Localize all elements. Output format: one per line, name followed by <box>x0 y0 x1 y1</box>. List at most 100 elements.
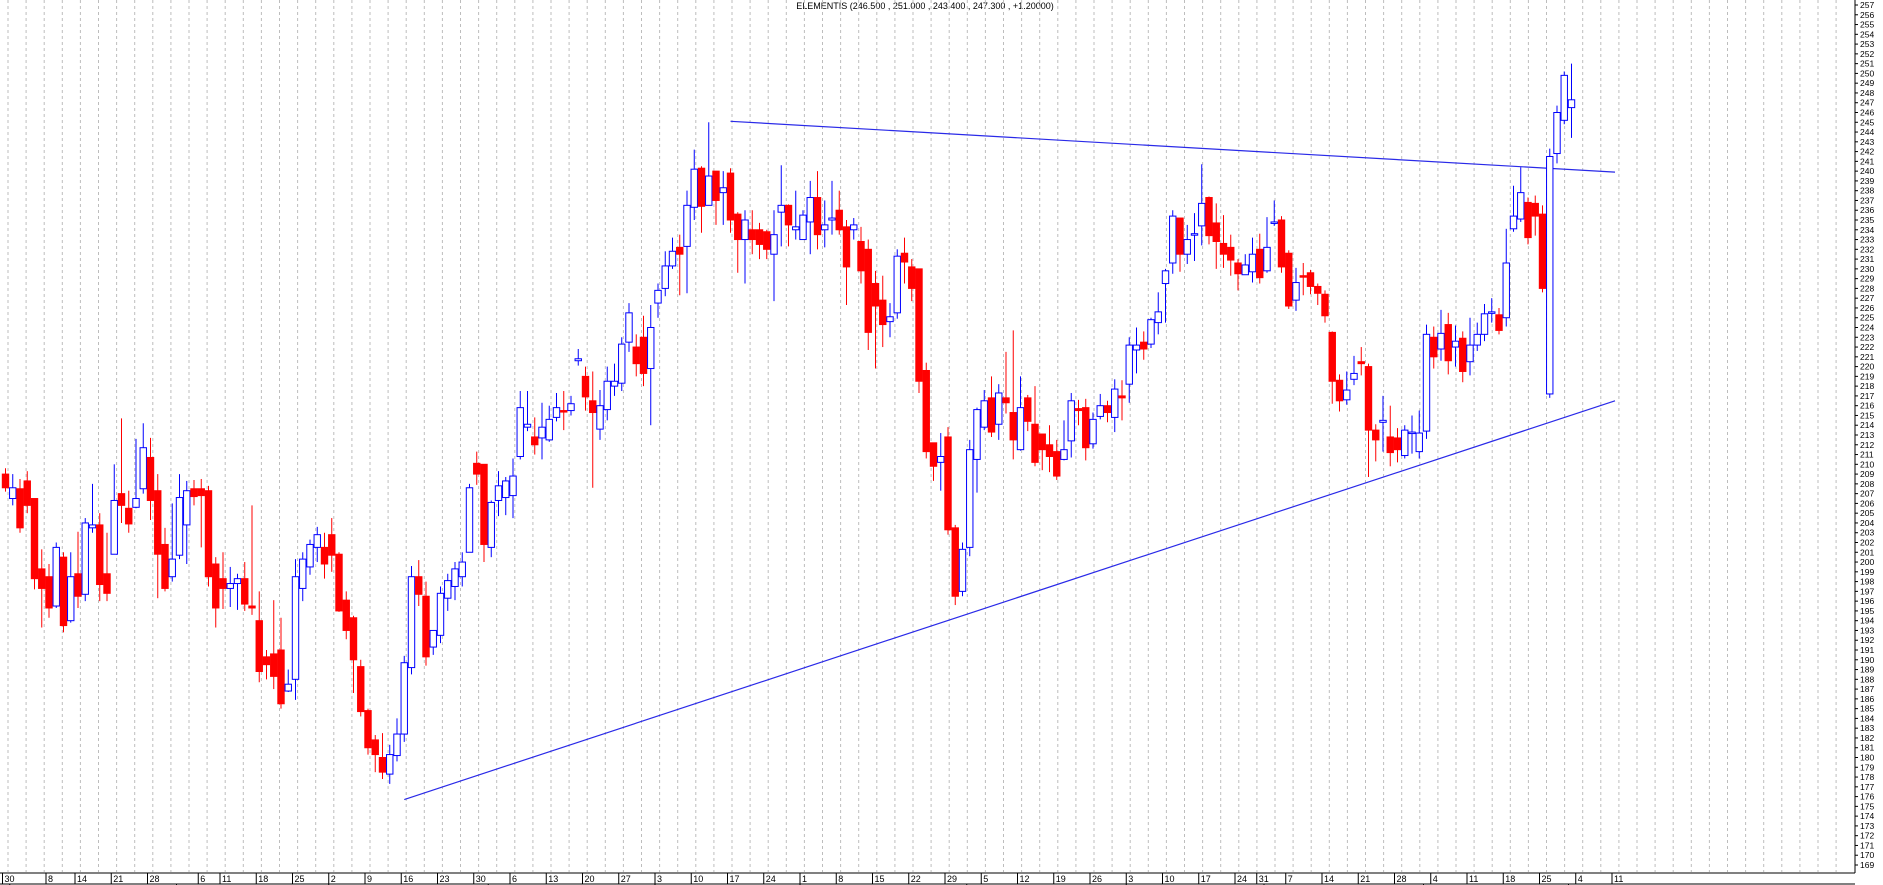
candle-body <box>241 578 249 605</box>
candle <box>1190 213 1199 262</box>
y-tick-label: 232 <box>1860 244 1874 254</box>
candle <box>226 566 234 607</box>
candle <box>1328 331 1336 404</box>
candle <box>1415 410 1423 459</box>
candle-body <box>74 573 82 597</box>
candle-body <box>1169 215 1177 264</box>
candle-body <box>96 524 104 586</box>
candle-body <box>1350 372 1358 380</box>
candle <box>1292 267 1300 311</box>
candle <box>480 463 488 563</box>
candle <box>835 190 843 235</box>
y-tick-label: 237 <box>1860 195 1874 205</box>
y-tick-label: 181 <box>1860 743 1874 753</box>
candle <box>378 733 387 779</box>
candle <box>726 168 735 233</box>
y-tick-label: 202 <box>1860 538 1874 548</box>
candle-body <box>23 480 31 506</box>
candle <box>1125 337 1133 403</box>
x-tick-label: 20 <box>585 874 595 884</box>
candle <box>929 442 938 481</box>
candle <box>1147 317 1155 349</box>
candle <box>1299 263 1307 296</box>
candle-body <box>1198 202 1206 227</box>
candle-body <box>1140 341 1148 350</box>
y-tick-label: 185 <box>1860 704 1874 714</box>
y-tick-label: 211 <box>1860 450 1874 460</box>
candle-body <box>1314 285 1322 294</box>
candle <box>1103 400 1112 423</box>
y-tick-label: 245 <box>1860 117 1874 127</box>
candle <box>908 259 916 302</box>
candle <box>110 464 118 555</box>
candle-body <box>81 522 89 595</box>
candle-body <box>879 299 887 326</box>
candle <box>262 650 271 680</box>
candle-body <box>219 578 227 589</box>
x-tick-label: 9 <box>367 874 372 884</box>
candle-body <box>1444 324 1452 362</box>
candle <box>1031 386 1039 467</box>
y-tick-label: 214 <box>1860 420 1874 430</box>
candle <box>1364 363 1373 478</box>
candle <box>1422 324 1431 439</box>
candle-body <box>1430 336 1438 358</box>
candle-body <box>618 343 626 384</box>
candle-body <box>850 224 858 231</box>
y-tick-label: 178 <box>1860 772 1874 782</box>
candle <box>625 303 633 352</box>
candle <box>966 439 974 557</box>
candle <box>219 552 227 609</box>
candle <box>45 564 53 618</box>
candle-body <box>88 524 97 529</box>
candle <box>661 251 669 297</box>
candle-body <box>400 662 408 735</box>
candle-body <box>1060 449 1068 460</box>
candle <box>306 539 314 575</box>
candle-body <box>799 214 807 241</box>
candle <box>1241 254 1249 276</box>
candle <box>204 485 213 587</box>
candle-body <box>1132 344 1141 351</box>
y-tick-label: 175 <box>1860 801 1874 811</box>
candle-body <box>792 226 800 231</box>
candle <box>328 518 336 572</box>
candle <box>770 210 778 302</box>
y-tick-label: 246 <box>1860 108 1874 118</box>
candle <box>1263 217 1271 273</box>
candle-body <box>828 217 836 221</box>
candle-body <box>1451 340 1460 348</box>
x-tick-label: 10 <box>1165 874 1175 884</box>
y-tick-label: 244 <box>1860 127 1874 137</box>
candle <box>1096 393 1104 420</box>
candle-body <box>690 168 698 208</box>
candle <box>175 474 184 560</box>
candle <box>161 527 169 592</box>
candle-body <box>784 204 793 226</box>
candle-body <box>1531 202 1539 217</box>
candle-body <box>422 595 430 658</box>
candle-body <box>770 234 778 255</box>
candle-body <box>132 498 140 508</box>
candle-body <box>625 312 633 343</box>
x-tick-label: 29 <box>947 874 957 884</box>
candle <box>458 552 466 587</box>
candle <box>1154 292 1162 335</box>
candle-body <box>154 490 162 555</box>
candle <box>313 526 321 563</box>
y-tick-label: 215 <box>1860 410 1874 420</box>
candle-body <box>1147 319 1155 345</box>
candle <box>1357 347 1365 376</box>
candle-body <box>1096 405 1104 417</box>
candle-body <box>1328 331 1336 382</box>
candle-body <box>654 289 662 304</box>
candle <box>117 418 126 523</box>
candle <box>1183 224 1191 264</box>
candle-body <box>1038 433 1046 451</box>
candle <box>393 718 401 762</box>
candle-body <box>233 578 242 585</box>
candle <box>74 531 82 608</box>
candle-body <box>248 605 256 609</box>
candle <box>212 557 220 628</box>
candle-body <box>473 462 481 475</box>
